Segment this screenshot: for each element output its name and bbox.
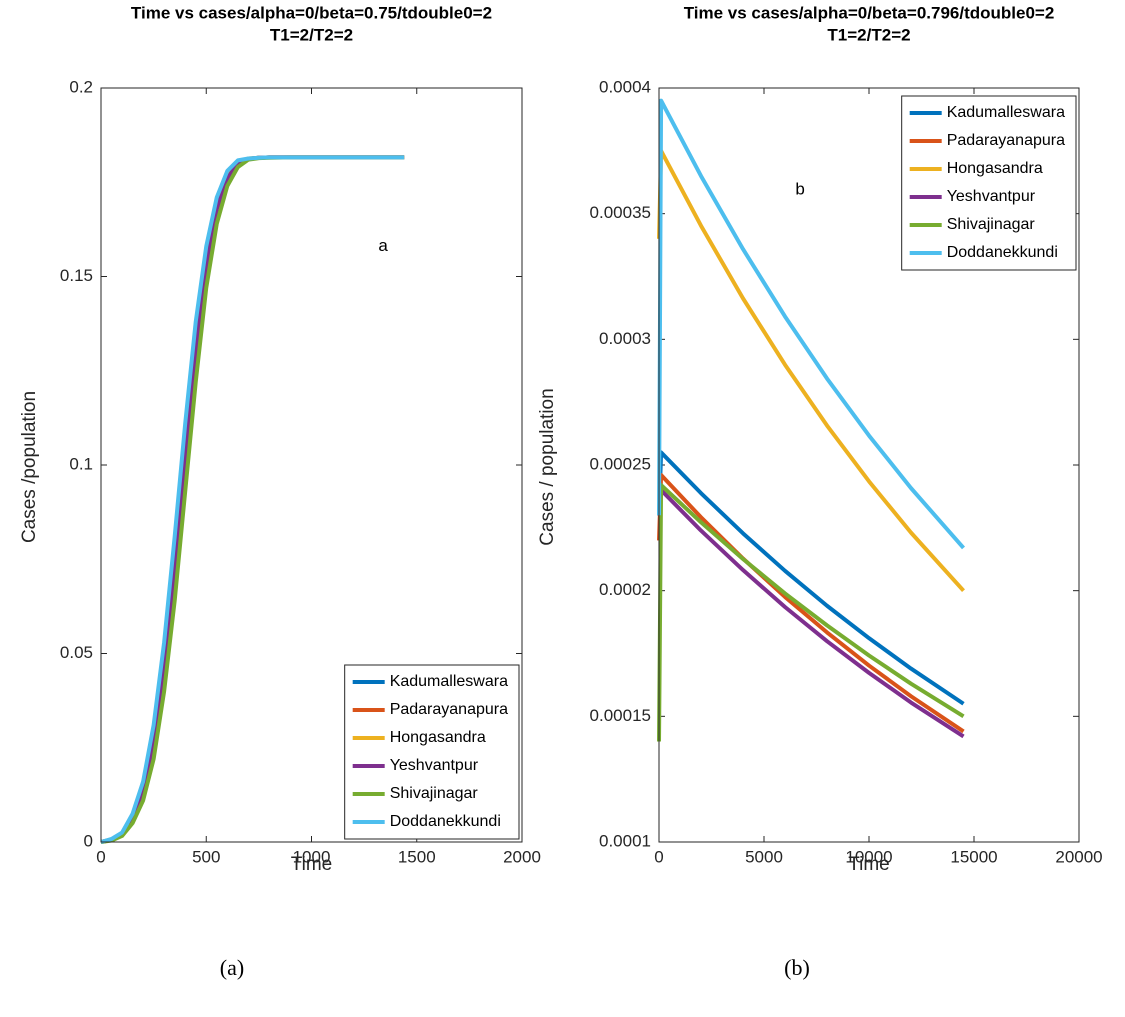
x-tick-label: 20000 (1055, 847, 1102, 866)
y-tick-label: 0.2 (69, 77, 93, 96)
chart-title: Time vs cases/alpha=0/beta=0.75/tdouble0… (131, 3, 492, 22)
legend-label: Doddanekkundi (390, 813, 501, 830)
legend-box (901, 95, 1077, 271)
x-tick-label: 2000 (503, 847, 541, 866)
x-tick-label: 500 (192, 847, 220, 866)
axes-box (658, 87, 1080, 843)
legend-label: Doddanekkundi (947, 244, 1058, 261)
series-group (657, 98, 966, 742)
chart-title: T1=2/T2=2 (827, 25, 910, 44)
annotation: a (378, 236, 388, 255)
legend: Kadumalleswara Padarayanapura Hongasandra Y… (901, 95, 1077, 271)
data-line (657, 450, 965, 706)
y-tick-label: 0.1 (69, 454, 93, 473)
y-tick-label: 0.0003 (599, 329, 651, 348)
y-tick-label: 0.00025 (590, 454, 651, 473)
legend-label: Shivajinagar (390, 785, 479, 802)
data-line (657, 98, 966, 550)
figure-caption: (a) (220, 955, 244, 980)
x-tick-label: 15000 (950, 847, 997, 866)
x-tick-label: 10000 (845, 847, 892, 866)
legend-label: Padarayanapura (390, 701, 508, 718)
y-axis-label: Cases / population (537, 388, 558, 545)
x-tick-label: 1000 (293, 847, 331, 866)
legend-label: Kadumalleswara (390, 673, 508, 690)
x-tick-label: 1500 (398, 847, 436, 866)
legend-label: Hongasandra (947, 160, 1043, 177)
y-tick-label: 0.00015 (590, 706, 651, 725)
y-tick-label: 0 (84, 831, 93, 850)
axes-box (100, 87, 523, 843)
y-tick-label: 0.00035 (590, 203, 651, 222)
y-axis-label: Cases /population (19, 391, 40, 543)
legend-box (344, 664, 520, 840)
y-tick-label: 0.0001 (599, 831, 651, 850)
data-line (657, 483, 965, 742)
data-line (657, 488, 965, 739)
legend-label: Hongasandra (390, 729, 486, 746)
legend-label: Padarayanapura (947, 132, 1065, 149)
data-line (657, 148, 965, 593)
x-tick-label: 0 (96, 847, 105, 866)
x-axis-label: Time (291, 854, 333, 875)
legend-label: Yeshvantpur (947, 188, 1036, 205)
y-tick-label: 0.15 (60, 266, 93, 285)
figure-caption: (b) (784, 955, 810, 980)
data-line (657, 473, 965, 734)
chart-title: Time vs cases/alpha=0/beta=0.796/tdouble… (684, 3, 1055, 22)
y-tick-label: 0.0002 (599, 580, 651, 599)
y-tick-label: 0.05 (60, 643, 93, 662)
legend-label: Shivajinagar (947, 216, 1036, 233)
y-tick-label: 0.0004 (599, 77, 651, 96)
x-tick-label: 5000 (745, 847, 783, 866)
annotation: b (795, 179, 804, 198)
chart-title: T1=2/T2=2 (270, 25, 353, 44)
legend-label: Yeshvantpur (390, 757, 479, 774)
series-group (100, 155, 405, 844)
x-tick-label: 0 (654, 847, 663, 866)
x-axis-label: Time (848, 854, 890, 875)
data-line (100, 155, 405, 844)
legend: Kadumalleswara Padarayanapura Hongasandra Y… (344, 664, 520, 840)
legend-label: Kadumalleswara (947, 104, 1065, 121)
